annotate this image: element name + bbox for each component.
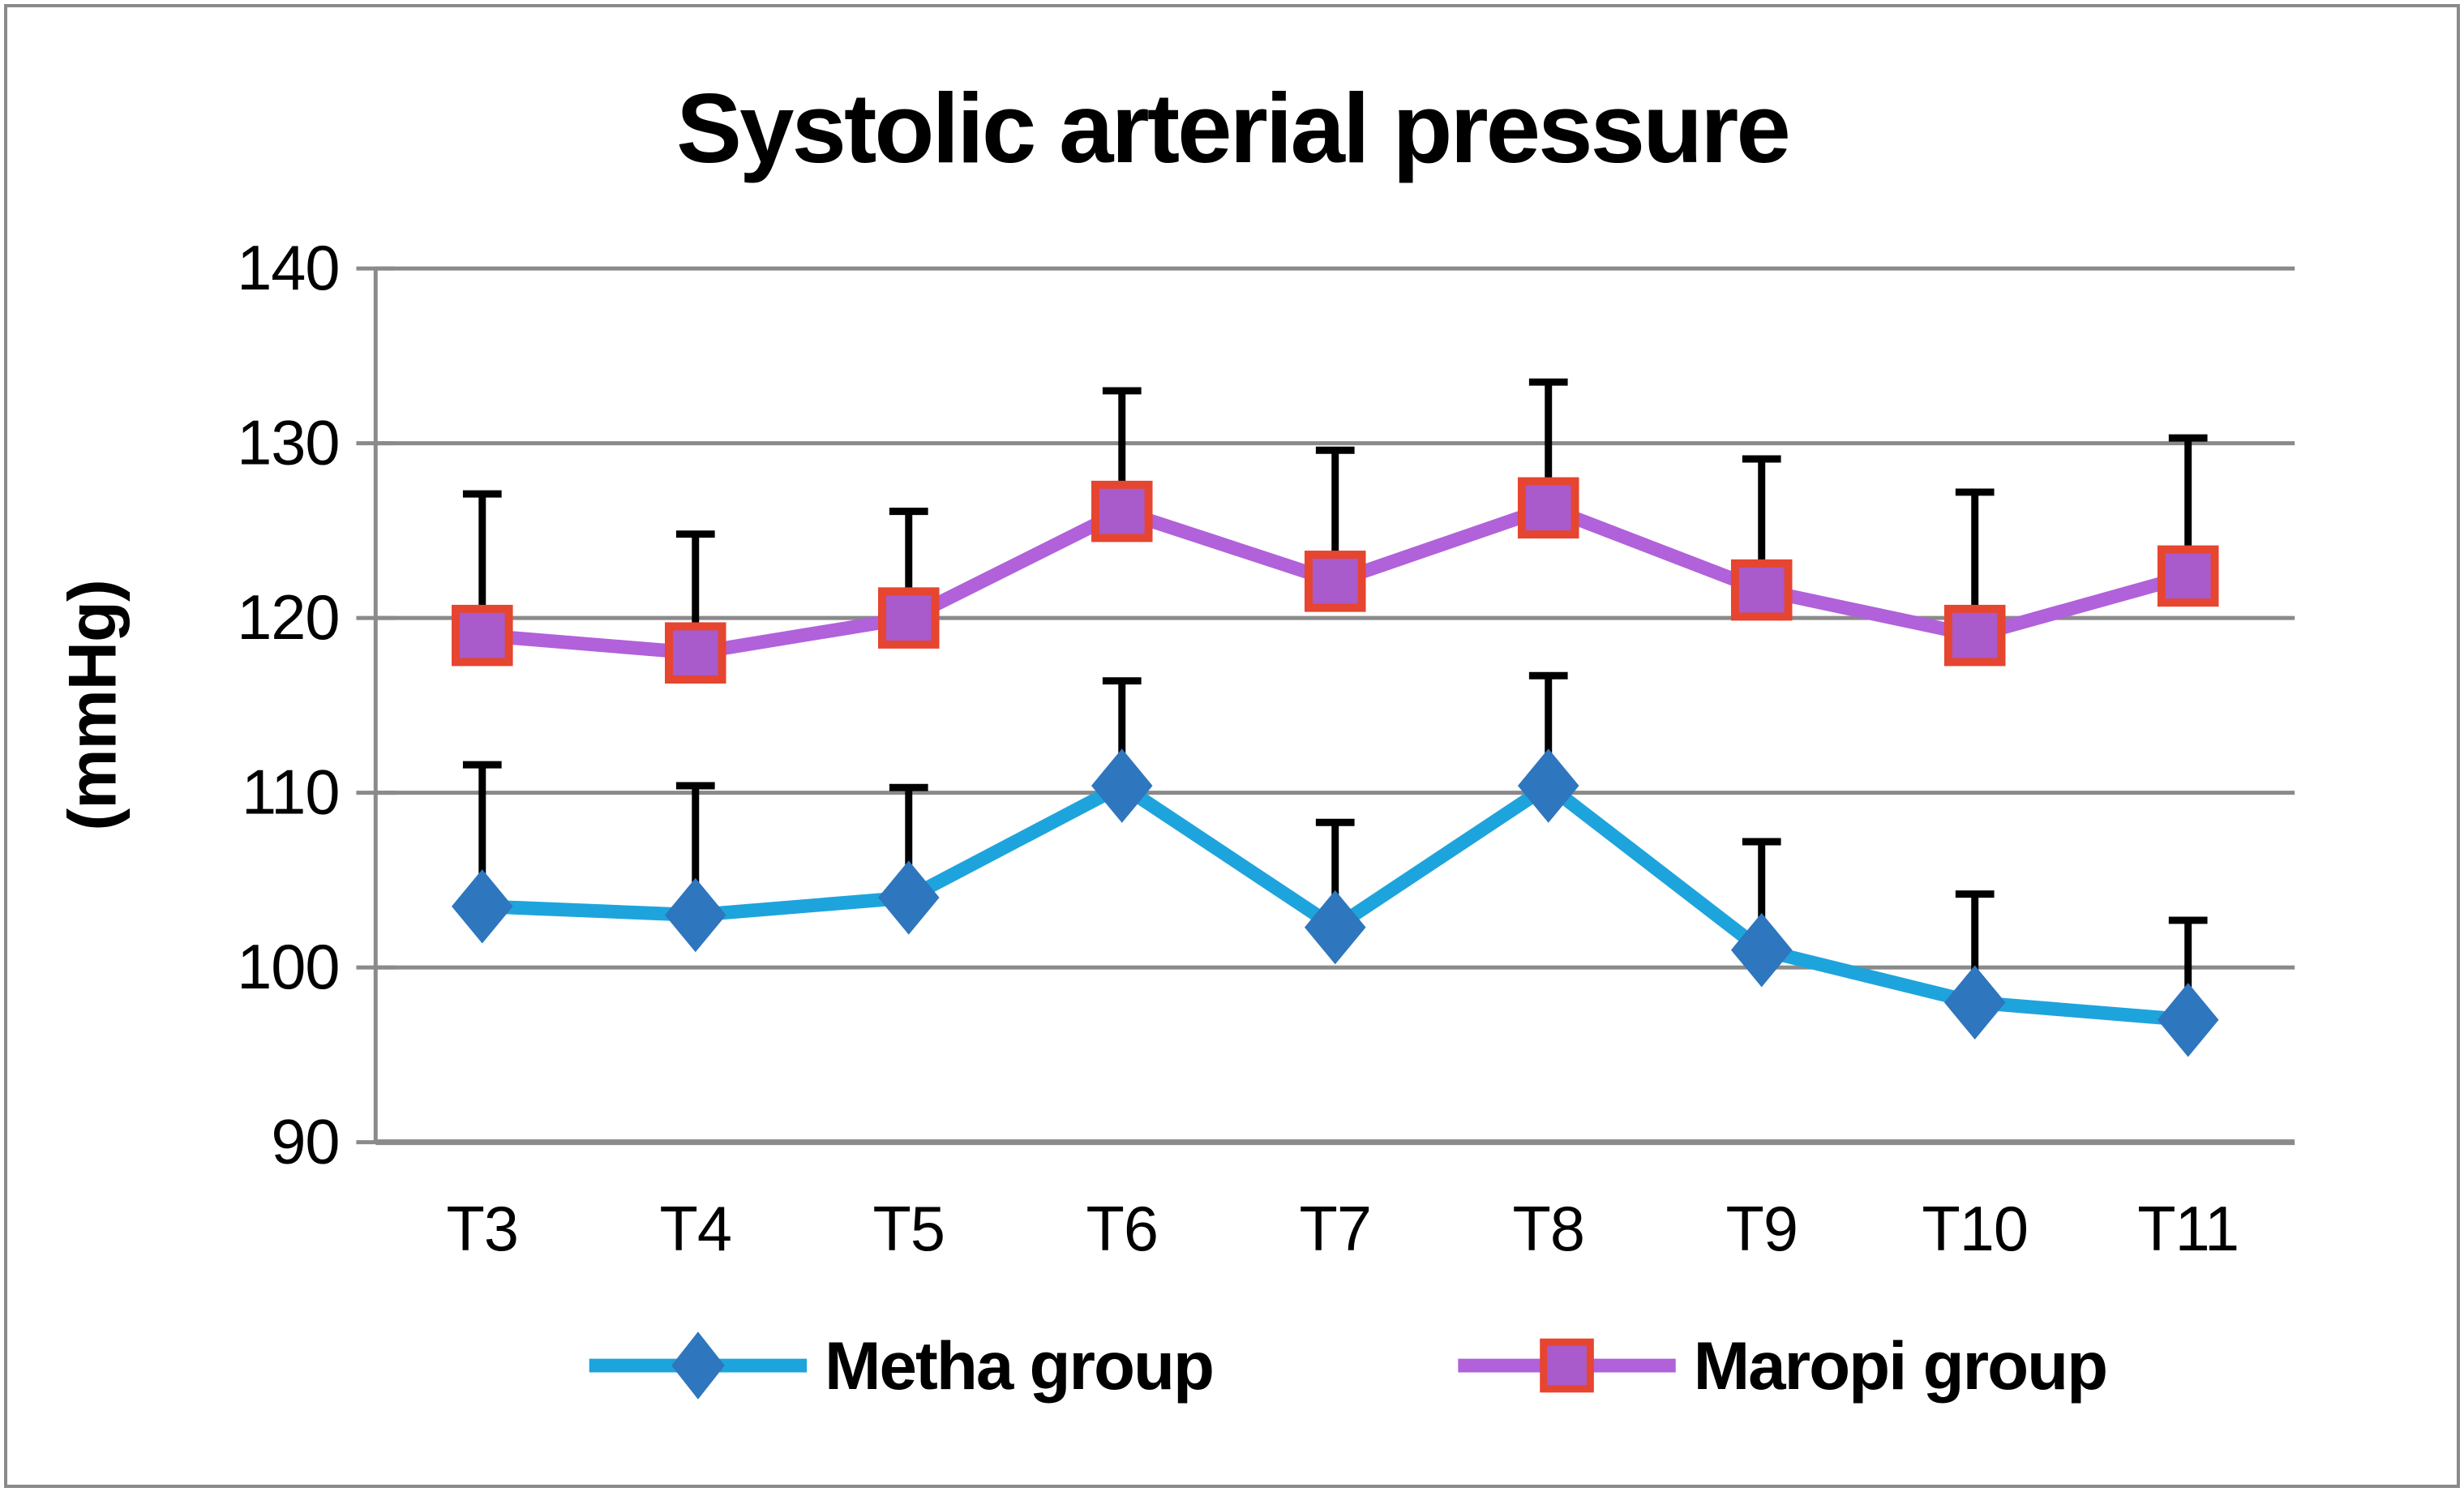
legend-label: Maropi group xyxy=(1694,1327,2107,1404)
error-bar-layer xyxy=(462,378,2208,1020)
chart-title: Systolic arterial pressure xyxy=(676,73,1789,183)
data-point-marker-square xyxy=(1730,559,1793,621)
legend-item: Metha group xyxy=(589,1327,1215,1404)
legend-item: Maropi group xyxy=(1458,1327,2108,1404)
data-point-marker-diamond xyxy=(1943,965,2006,1040)
x-category-label: T7 xyxy=(1299,1194,1370,1264)
x-category-label: T10 xyxy=(1922,1194,2028,1264)
data-point-marker-square xyxy=(1091,480,1153,542)
x-category-label: T8 xyxy=(1512,1194,1583,1264)
data-point-marker-square xyxy=(2157,545,2219,607)
y-tick-label: 130 xyxy=(237,409,339,478)
x-category-label: T3 xyxy=(447,1194,518,1264)
label-layer: 90 100 110 120 130 140 T3 T4 T5 T6 T7 T8 T9 T10 T11 xyxy=(237,234,2239,1264)
data-point-marker-square xyxy=(1517,477,1579,539)
data-point-marker-diamond xyxy=(1304,890,1366,965)
data-point-marker-diamond xyxy=(2157,983,2219,1057)
legend-swatch-square xyxy=(1540,1338,1594,1393)
legend-label: Metha group xyxy=(825,1327,1213,1404)
y-tick-label: 120 xyxy=(237,583,339,653)
x-category-label: T9 xyxy=(1725,1194,1797,1264)
data-point-marker-square xyxy=(1304,551,1366,612)
y-tick-label: 90 xyxy=(271,1108,339,1177)
x-category-label: T4 xyxy=(660,1194,731,1264)
data-point-marker-diamond xyxy=(1517,748,1579,823)
data-point-marker-diamond xyxy=(1091,748,1153,823)
data-point-marker-diamond xyxy=(877,860,940,935)
chart-figure: 90 100 110 120 130 140 T3 T4 T5 T6 T7 T8 T9 T10 T11 Sy… xyxy=(4,4,2460,1489)
x-category-label: T5 xyxy=(873,1194,945,1264)
data-point-marker-square xyxy=(1943,604,2006,667)
legend: Metha group Maropi group xyxy=(589,1327,2108,1404)
data-point-marker-square xyxy=(452,604,513,667)
y-axis-title: (mmHg) xyxy=(54,580,130,830)
data-point-marker-square xyxy=(665,622,726,684)
y-tick-label: 100 xyxy=(237,932,339,1002)
y-tick-label: 110 xyxy=(242,758,340,828)
y-tick-label: 140 xyxy=(237,234,339,303)
data-point-marker-diamond xyxy=(452,868,513,944)
series-layer xyxy=(452,477,2219,1057)
data-point-marker-diamond xyxy=(665,877,726,953)
x-category-label: T11 xyxy=(2137,1194,2239,1264)
data-point-marker-square xyxy=(877,587,940,649)
legend-swatch-diamond xyxy=(671,1331,725,1400)
x-category-label: T6 xyxy=(1086,1194,1158,1264)
data-point-marker-diamond xyxy=(1730,912,1793,988)
line-chart: 90 100 110 120 130 140 T3 T4 T5 T6 T7 T8 T9 T10 T11 Sy… xyxy=(54,73,2295,1404)
